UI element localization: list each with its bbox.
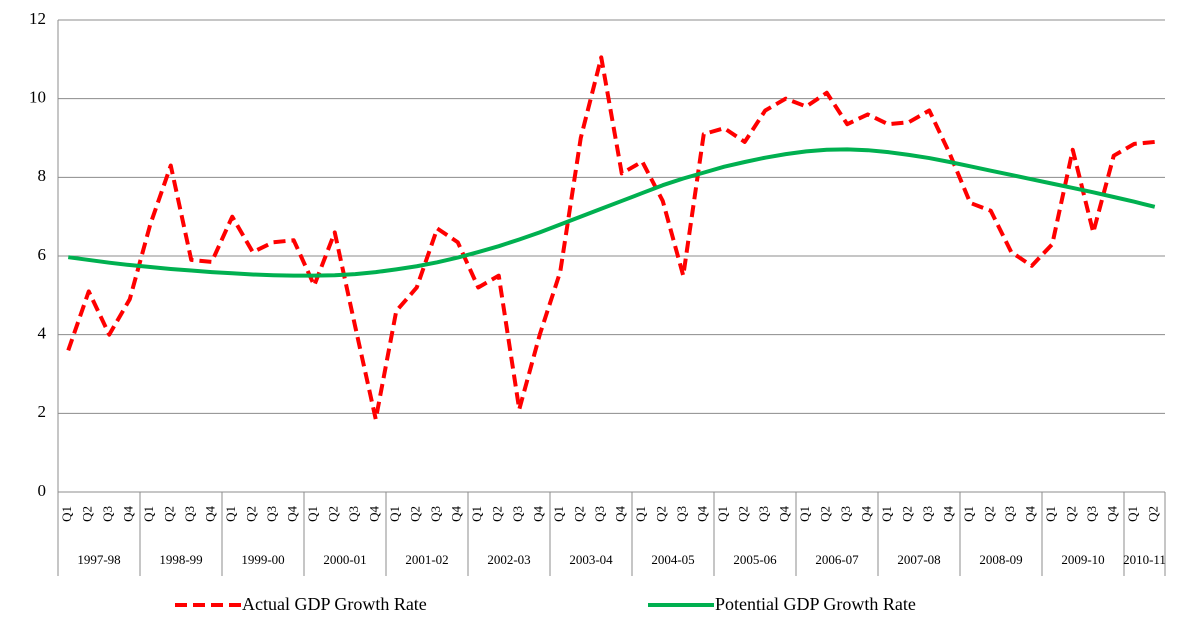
x-tick-label: Q2 bbox=[244, 506, 259, 522]
x-tick-label: Q2 bbox=[162, 506, 177, 522]
x-tick-label: Q1 bbox=[387, 506, 402, 522]
x-tick-label: Q3 bbox=[1002, 506, 1017, 522]
group-label: 2002-03 bbox=[487, 552, 530, 567]
group-label: 2004-05 bbox=[651, 552, 694, 567]
x-tick-label: Q3 bbox=[920, 506, 935, 522]
x-tick-label: Q2 bbox=[490, 506, 505, 522]
x-tick-label: Q4 bbox=[613, 506, 628, 522]
x-tick-label: Q4 bbox=[121, 506, 136, 522]
x-tick-label: Q4 bbox=[285, 506, 300, 522]
x-tick-label: Q3 bbox=[428, 506, 443, 522]
series-line bbox=[67, 147, 1156, 278]
group-label: 1997-98 bbox=[77, 552, 120, 567]
y-tick-label: 6 bbox=[38, 245, 47, 264]
group-label: 2001-02 bbox=[405, 552, 448, 567]
x-tick-label: Q2 bbox=[1064, 506, 1079, 522]
x-tick-label: Q4 bbox=[1105, 506, 1120, 522]
group-label: 2009-10 bbox=[1061, 552, 1104, 567]
y-tick-label: 8 bbox=[38, 166, 47, 185]
x-tick-label: Q4 bbox=[1023, 506, 1038, 522]
group-label: 2010-11 bbox=[1123, 552, 1166, 567]
group-label: 1999-00 bbox=[241, 552, 284, 567]
x-tick-label: Q4 bbox=[531, 506, 546, 522]
group-label: 2006-07 bbox=[815, 552, 859, 567]
x-tick-label: Q3 bbox=[1084, 506, 1099, 522]
y-tick-label: 12 bbox=[29, 9, 46, 28]
x-tick-label: Q1 bbox=[879, 506, 894, 522]
x-tick-label: Q1 bbox=[961, 506, 976, 522]
x-tick-label: Q1 bbox=[1043, 506, 1058, 522]
x-tick-label: Q4 bbox=[777, 506, 792, 522]
y-tick-label: 2 bbox=[38, 402, 47, 421]
x-tick-label: Q4 bbox=[941, 506, 956, 522]
x-tick-label: Q1 bbox=[715, 506, 730, 522]
y-tick-label: 10 bbox=[29, 88, 46, 107]
group-label: 2005-06 bbox=[733, 552, 777, 567]
x-tick-label: Q3 bbox=[756, 506, 771, 522]
x-tick-label: Q3 bbox=[264, 506, 279, 522]
x-tick-label: Q3 bbox=[346, 506, 361, 522]
group-label: 2008-09 bbox=[979, 552, 1022, 567]
x-tick-label: Q4 bbox=[449, 506, 464, 522]
x-tick-label: Q2 bbox=[900, 506, 915, 522]
y-tick-label: 4 bbox=[38, 324, 47, 343]
x-tick-label: Q1 bbox=[1125, 506, 1140, 522]
y-tick-label: 0 bbox=[38, 481, 47, 500]
x-tick-label: Q1 bbox=[633, 506, 648, 522]
x-tick-label: Q1 bbox=[469, 506, 484, 522]
x-tick-label: Q1 bbox=[551, 506, 566, 522]
x-tick-label: Q2 bbox=[818, 506, 833, 522]
x-tick-label: Q1 bbox=[305, 506, 320, 522]
x-tick-label: Q1 bbox=[141, 506, 156, 522]
series-line bbox=[66, 55, 1155, 422]
x-tick-label: Q2 bbox=[1146, 506, 1161, 522]
x-tick-label: Q3 bbox=[510, 506, 525, 522]
x-tick-label: Q4 bbox=[859, 506, 874, 522]
x-tick-label: Q4 bbox=[695, 506, 710, 522]
x-tick-label: Q2 bbox=[326, 506, 341, 522]
x-tick-label: Q4 bbox=[367, 506, 382, 522]
x-tick-label: Q1 bbox=[797, 506, 812, 522]
legend-label: Potential GDP Growth Rate bbox=[715, 594, 916, 614]
legend-label: Actual GDP Growth Rate bbox=[242, 594, 427, 614]
group-label: 1998-99 bbox=[159, 552, 202, 567]
x-tick-label: Q1 bbox=[223, 506, 238, 522]
x-tick-label: Q2 bbox=[408, 506, 423, 522]
x-tick-label: Q1 bbox=[59, 506, 74, 522]
group-label: 2007-08 bbox=[897, 552, 940, 567]
group-label: 2003-04 bbox=[569, 552, 613, 567]
group-label: 2000-01 bbox=[323, 552, 366, 567]
x-tick-label: Q3 bbox=[674, 506, 689, 522]
x-tick-label: Q2 bbox=[572, 506, 587, 522]
x-tick-label: Q2 bbox=[736, 506, 751, 522]
x-tick-label: Q2 bbox=[80, 506, 95, 522]
x-tick-label: Q4 bbox=[203, 506, 218, 522]
x-tick-label: Q3 bbox=[838, 506, 853, 522]
x-tick-label: Q3 bbox=[182, 506, 197, 522]
x-tick-label: Q2 bbox=[654, 506, 669, 522]
x-tick-label: Q3 bbox=[592, 506, 607, 522]
x-tick-label: Q2 bbox=[982, 506, 997, 522]
x-tick-label: Q3 bbox=[100, 506, 115, 522]
